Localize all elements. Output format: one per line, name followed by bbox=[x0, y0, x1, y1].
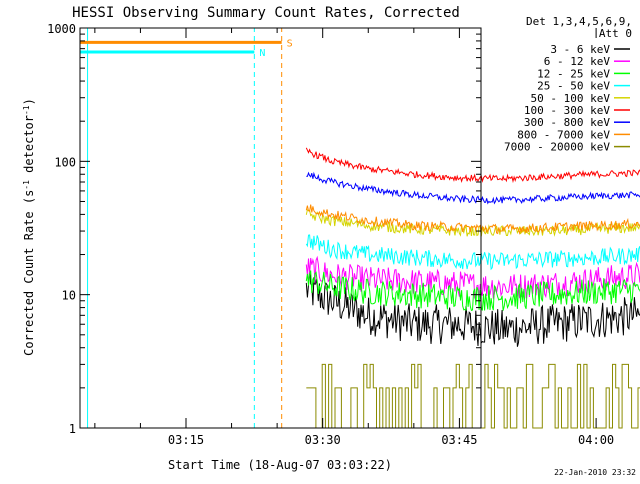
x-tick-label: 03:45 bbox=[441, 433, 477, 447]
flag-label-s: S bbox=[287, 38, 293, 49]
legend-entry-label: 300 - 800 keV bbox=[524, 116, 610, 129]
y-axis-label-superscript: -1 bbox=[22, 180, 31, 190]
y-axis-label-part: ) bbox=[22, 98, 36, 105]
y-tick-label: 100 bbox=[54, 155, 76, 169]
legend-entry-label: 50 - 100 keV bbox=[531, 92, 611, 105]
series-line-0 bbox=[305, 270, 640, 347]
generation-timestamp: 22-Jan-2010 23:32 bbox=[554, 468, 636, 477]
y-tick-label: 10 bbox=[62, 289, 76, 303]
legend-entry-label: 800 - 7000 keV bbox=[517, 128, 610, 141]
y-tick-label: 1000 bbox=[47, 22, 76, 36]
series-line-2 bbox=[305, 270, 640, 312]
x-tick-label: 03:30 bbox=[305, 433, 341, 447]
plot-frame bbox=[79, 27, 482, 429]
flag-label-n: N bbox=[259, 48, 265, 59]
y-axis-label: Corrected Count Rate (s-1 detector-1) bbox=[22, 98, 36, 356]
series-line-4 bbox=[305, 209, 640, 237]
x-tick-label: 04:00 bbox=[578, 433, 614, 447]
series-line-7 bbox=[305, 204, 640, 236]
legend-header-attenuator: Att 0 bbox=[599, 27, 632, 40]
y-axis-label-part: Corrected Count Rate (s bbox=[22, 190, 36, 356]
axes-layer: HESSI Observing Summary Count Rates, Cor… bbox=[22, 5, 614, 472]
y-axis-label-superscript: -1 bbox=[22, 105, 31, 115]
series-line-5 bbox=[305, 147, 640, 184]
legend-entry-label: 25 - 50 keV bbox=[537, 80, 610, 93]
series-line-6 bbox=[306, 171, 640, 205]
legend-entry-label: 100 - 300 keV bbox=[524, 104, 610, 117]
legend-entry-label: 6 - 12 keV bbox=[544, 55, 611, 68]
legend-entry-label: 7000 - 20000 keV bbox=[504, 141, 610, 154]
y-axis-label-part: detector bbox=[22, 115, 36, 180]
legend-entry-label: 12 - 25 keV bbox=[537, 67, 610, 80]
legend-header-detectors: Det 1,3,4,5,6,9, bbox=[526, 15, 632, 28]
chart-title: HESSI Observing Summary Count Rates, Cor… bbox=[72, 5, 460, 21]
legend-entry-label: 3 - 6 keV bbox=[550, 43, 610, 56]
y-tick-label: 1 bbox=[69, 422, 76, 436]
x-tick-label: 03:15 bbox=[168, 433, 204, 447]
series-line-3 bbox=[305, 234, 640, 271]
x-axis-label: Start Time (18-Aug-07 03:03:22) bbox=[168, 458, 392, 472]
